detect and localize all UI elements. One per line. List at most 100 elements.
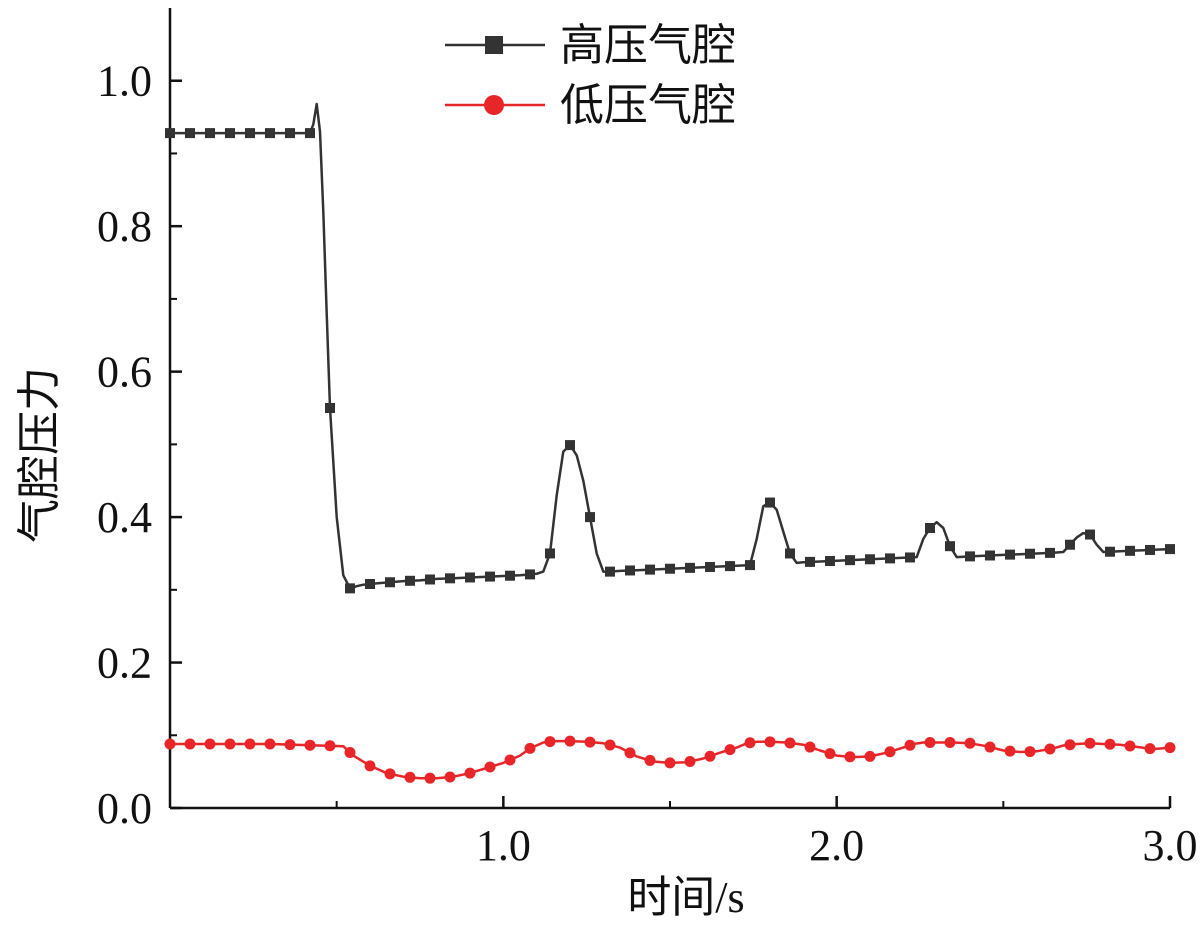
data-point bbox=[165, 128, 175, 139]
data-point bbox=[845, 555, 855, 566]
legend-item: 低压气腔 bbox=[445, 81, 736, 130]
data-point bbox=[624, 747, 636, 759]
data-point bbox=[985, 550, 995, 561]
data-point bbox=[505, 570, 515, 581]
series-line bbox=[170, 102, 1171, 590]
data-point bbox=[984, 741, 996, 753]
data-point bbox=[744, 737, 756, 749]
data-point bbox=[225, 128, 235, 139]
data-point bbox=[305, 128, 315, 139]
legend-marker bbox=[485, 36, 503, 54]
x-tick-label: 1.0 bbox=[476, 821, 531, 870]
data-point bbox=[504, 754, 516, 766]
data-point bbox=[245, 128, 255, 139]
data-point bbox=[965, 551, 975, 562]
data-point bbox=[1004, 745, 1016, 757]
data-point bbox=[944, 737, 956, 749]
data-point bbox=[905, 552, 915, 563]
y-tick-label: 1.0 bbox=[97, 57, 152, 106]
data-point bbox=[1104, 738, 1116, 750]
data-point bbox=[304, 739, 316, 751]
y-axis-title: 气腔压力 bbox=[15, 367, 64, 543]
legend-label: 低压气腔 bbox=[560, 81, 736, 130]
data-point bbox=[1024, 746, 1036, 758]
data-point bbox=[445, 573, 455, 584]
data-point bbox=[764, 736, 776, 748]
x-tick-label: 3.0 bbox=[1143, 821, 1198, 870]
data-point bbox=[625, 565, 635, 576]
data-point bbox=[285, 128, 295, 139]
data-point bbox=[1065, 539, 1075, 550]
data-point bbox=[684, 755, 696, 767]
data-point bbox=[364, 760, 376, 772]
data-point bbox=[344, 746, 356, 758]
data-point bbox=[365, 579, 375, 589]
data-point bbox=[585, 512, 595, 523]
data-point bbox=[824, 748, 836, 760]
data-point bbox=[805, 556, 815, 567]
data-point bbox=[864, 750, 876, 762]
tick-marks: 0.0 0.2 0.4 0.6 0.8 1.0 1.0 2.0 3.0 bbox=[97, 57, 1198, 870]
data-point bbox=[784, 737, 796, 749]
data-point bbox=[425, 574, 435, 585]
data-point bbox=[444, 771, 456, 783]
data-point bbox=[204, 738, 216, 750]
data-point bbox=[964, 737, 976, 749]
data-point bbox=[644, 754, 656, 766]
data-point bbox=[1165, 544, 1175, 555]
data-point bbox=[244, 738, 256, 750]
data-point bbox=[464, 767, 476, 779]
data-point bbox=[185, 128, 195, 139]
y-tick-label: 0.4 bbox=[97, 493, 152, 542]
data-point bbox=[1064, 739, 1076, 751]
data-point bbox=[384, 768, 396, 780]
data-point bbox=[1105, 546, 1115, 557]
legend-marker bbox=[484, 95, 504, 115]
data-point bbox=[325, 403, 335, 413]
data-point bbox=[1144, 743, 1156, 755]
data-point bbox=[164, 738, 176, 750]
data-point bbox=[1145, 544, 1155, 555]
data-point bbox=[524, 742, 536, 754]
data-point bbox=[1124, 740, 1136, 752]
data-point bbox=[584, 736, 596, 748]
data-point bbox=[725, 561, 735, 572]
data-point bbox=[1045, 547, 1055, 558]
data-point bbox=[945, 541, 955, 552]
y-tick-label: 0.6 bbox=[97, 348, 152, 397]
data-point bbox=[264, 738, 276, 750]
data-point bbox=[525, 569, 535, 580]
data-point bbox=[705, 561, 715, 572]
data-point bbox=[1084, 737, 1096, 749]
data-point bbox=[704, 750, 716, 762]
data-point bbox=[345, 583, 355, 594]
data-point bbox=[664, 757, 676, 769]
data-point bbox=[604, 739, 616, 751]
data-point bbox=[605, 566, 615, 577]
data-point bbox=[324, 740, 336, 752]
series-2 bbox=[164, 735, 1176, 784]
data-point bbox=[924, 737, 936, 749]
y-tick-label: 0.0 bbox=[97, 784, 152, 833]
data-point bbox=[265, 128, 275, 139]
data-point bbox=[925, 523, 935, 533]
legend-label: 高压气腔 bbox=[560, 21, 736, 70]
data-point bbox=[484, 761, 496, 773]
data-point bbox=[825, 556, 835, 567]
data-point bbox=[765, 497, 775, 508]
data-point bbox=[885, 553, 895, 564]
data-point bbox=[545, 548, 555, 559]
data-point bbox=[785, 548, 795, 559]
data-point bbox=[804, 741, 816, 753]
data-point bbox=[1085, 529, 1095, 540]
data-point bbox=[884, 746, 896, 758]
data-point bbox=[1025, 548, 1035, 559]
data-point bbox=[645, 564, 655, 575]
x-tick-label: 2.0 bbox=[809, 821, 864, 870]
data-point bbox=[385, 577, 395, 588]
data-point bbox=[284, 739, 296, 751]
data-point bbox=[224, 738, 236, 750]
